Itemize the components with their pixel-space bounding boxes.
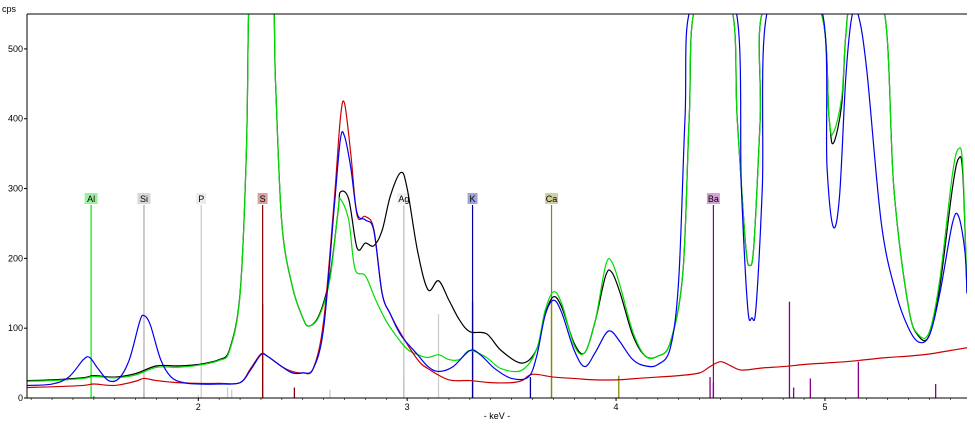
x-tick-label: 3 <box>405 402 410 412</box>
spectrum-series-2 <box>27 14 967 382</box>
element-label-badge <box>397 193 411 205</box>
y-tick-label: 100 <box>8 323 23 333</box>
element-label: S <box>260 194 266 204</box>
element-label-badge <box>545 193 559 205</box>
spectrum-series <box>27 14 967 389</box>
element-label-badge <box>706 193 720 205</box>
element-marker-k: K <box>467 193 478 398</box>
y-axis-unit-label: cps <box>2 4 17 14</box>
x-tick-label: 5 <box>822 402 827 412</box>
element-label: K <box>470 194 476 204</box>
element-marker-al: Al <box>84 193 98 398</box>
x-tick-label: 2 <box>196 402 201 412</box>
element-label: Al <box>87 194 95 204</box>
y-tick-label: 300 <box>8 184 23 194</box>
y-tick-label: 0 <box>18 393 23 403</box>
element-markers: Al Si P S Ag K Ca Ba <box>84 193 720 398</box>
element-marker-ca: Ca <box>545 193 559 398</box>
element-label: Ca <box>546 194 558 204</box>
x-tick-label: 4 <box>614 402 619 412</box>
element-label-badge <box>196 193 207 205</box>
element-label-badge <box>257 193 268 205</box>
y-tick-label: 400 <box>8 114 23 124</box>
spectrum-series-3 <box>27 100 967 389</box>
y-tick-label: 500 <box>8 44 23 54</box>
axes: 0 100 200 300 400 500 2 3 4 5 <box>8 13 967 412</box>
spectrum-series-4 <box>27 14 967 387</box>
element-label: Si <box>140 194 148 204</box>
element-label-badge <box>137 193 151 205</box>
element-marker-ag: Ag <box>397 193 411 398</box>
element-label-badge <box>467 193 478 205</box>
element-label-badge <box>84 193 98 205</box>
element-label: Ag <box>398 194 409 204</box>
element-marker-ba: Ba <box>706 193 720 398</box>
element-label: Ba <box>708 194 719 204</box>
element-marker-p: P <box>196 193 207 398</box>
x-axis-label: - keV - <box>484 411 511 421</box>
y-tick-label: 200 <box>8 253 23 263</box>
element-marker-si: Si <box>137 193 151 398</box>
element-label: P <box>198 194 204 204</box>
element-marker-s: S <box>257 193 268 398</box>
